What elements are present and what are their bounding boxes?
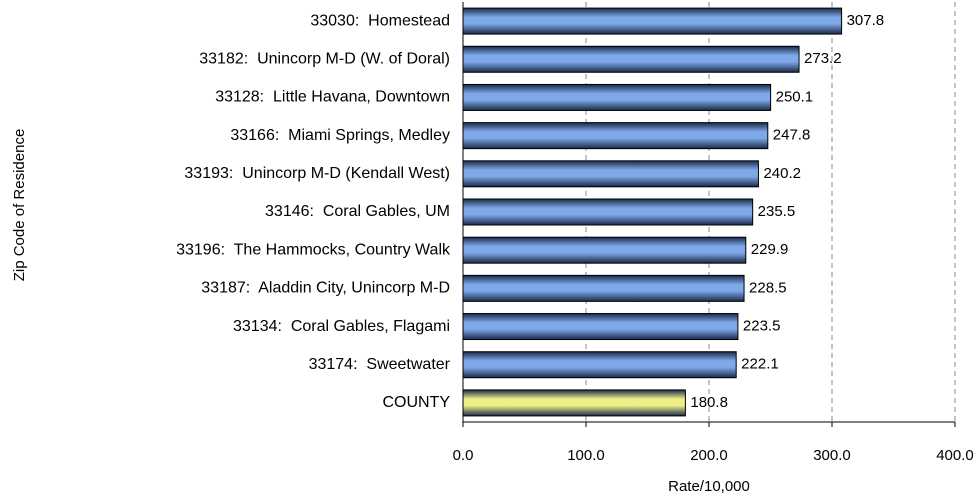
y-tick-label: 33187: Aladdin City, Unincorp M-D — [201, 280, 450, 297]
y-tick-label: 33193: Unincorp M-D (Kendall West) — [184, 165, 450, 182]
bar — [462, 83, 772, 111]
x-tick-label: 400.0 — [936, 447, 974, 464]
data-label: 235.5 — [758, 203, 796, 220]
y-tick-label: 33030: Homestead — [310, 12, 450, 29]
x-tick-label: 0.0 — [453, 447, 474, 464]
x-tick-label: 200.0 — [690, 447, 728, 464]
data-label: 228.5 — [749, 279, 787, 296]
bar — [462, 274, 745, 302]
y-tick-label: 33166: Miami Springs, Medley — [230, 127, 450, 144]
y-tick-label: 33134: Coral Gables, Flagami — [233, 318, 450, 335]
x-axis-title: Rate/10,000 — [668, 478, 750, 495]
x-tick-label: 100.0 — [567, 447, 605, 464]
y-axis-title: Zip Code of Residence — [11, 129, 28, 282]
data-label: 307.8 — [847, 12, 885, 29]
bar — [462, 236, 747, 264]
y-tick-label: 33182: Unincorp M-D (W. of Doral) — [199, 50, 450, 67]
bar — [462, 160, 759, 188]
data-label: 223.5 — [743, 318, 781, 335]
bar — [462, 45, 800, 73]
data-label: 273.2 — [804, 50, 842, 67]
y-tick-label: 33196: The Hammocks, Country Walk — [176, 241, 451, 258]
bar — [462, 122, 769, 150]
y-tick-label: 33146: Coral Gables, UM — [265, 203, 450, 220]
data-label: 180.8 — [690, 394, 728, 411]
data-label: 229.9 — [751, 241, 789, 258]
data-label: 247.8 — [773, 127, 811, 144]
y-tick-label: 33128: Little Havana, Downtown — [215, 89, 450, 106]
bar — [462, 389, 686, 417]
bar — [462, 313, 739, 341]
data-label: 222.1 — [741, 356, 779, 373]
bar — [462, 198, 754, 226]
y-tick-label: COUNTY — [382, 394, 450, 411]
x-tick-label: 300.0 — [813, 447, 851, 464]
bar — [462, 7, 843, 35]
data-label: 240.2 — [763, 165, 801, 182]
y-tick-label: 33174: Sweetwater — [309, 356, 451, 373]
bar — [462, 351, 737, 379]
data-label: 250.1 — [776, 88, 814, 105]
